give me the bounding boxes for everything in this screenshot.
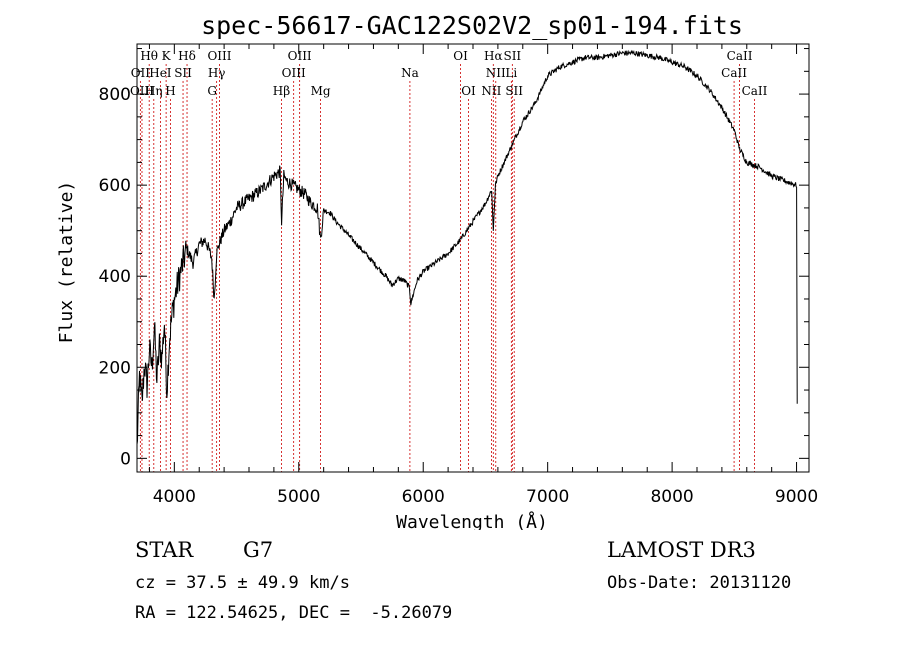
object-subclass: G7 [243, 538, 274, 562]
spectral-line-label: OIII [130, 84, 154, 98]
spectral-line-label: OIII [207, 49, 231, 63]
y-tick-label: 600 [99, 176, 131, 196]
spectral-line-label: CaII [727, 49, 753, 63]
y-tick-label: 200 [99, 358, 131, 378]
y-tick-label: 400 [99, 267, 131, 287]
spectral-line-label: Hδ [178, 49, 196, 63]
spectral-line-label: K [162, 49, 172, 63]
x-tick-label: 6000 [402, 487, 445, 507]
coordinates: RA = 122.54625, DEC = -5.26079 [135, 603, 453, 623]
spectral-line-label: OI [461, 84, 476, 98]
x-tick-label: 9000 [775, 487, 818, 507]
x-tick-label: 4000 [153, 487, 196, 507]
spectral-line-label: Hγ [208, 66, 226, 80]
spectrum-line [136, 49, 798, 445]
x-tick-label: 8000 [650, 487, 693, 507]
spectral-line-label: OIII [282, 66, 306, 80]
x-tick-label: 5000 [277, 487, 320, 507]
spectral-line-label: NII [481, 84, 501, 98]
spectral-line-label: Hη [145, 84, 163, 98]
spectral-line-label: NII [486, 66, 506, 80]
spectral-line-label: Mg [311, 84, 331, 98]
plot-frame [136, 43, 810, 473]
observation-date: Obs-Date: 20131120 [607, 573, 792, 593]
object-class: STAR [135, 538, 194, 562]
y-tick-label: 800 [99, 85, 131, 105]
spectral-line-label: OI [453, 49, 468, 63]
spectral-line-label: Hα [484, 49, 503, 63]
spectral-line-label: G [207, 84, 217, 98]
spectral-line-label: SII [505, 84, 523, 98]
spectral-line-label: Na [401, 66, 419, 80]
spectrum-chart: spec-56617-GAC122S02V2_sp01-194.fits Wav… [56, 11, 818, 530]
spectral-line-label: HeI [149, 66, 172, 80]
spectral-line-label: CaII [721, 66, 747, 80]
chart-title: spec-56617-GAC122S02V2_sp01-194.fits [201, 11, 743, 40]
spectral-line-label: OII [131, 66, 151, 80]
survey-name: LAMOST DR3 [607, 538, 756, 562]
y-axis-label: Flux (relative) [56, 181, 77, 344]
x-tick-label: 7000 [526, 487, 569, 507]
spectral-line-label: OIII [288, 49, 312, 63]
spectral-line-label: Li [505, 66, 517, 80]
spectral-line-label: Hθ [140, 49, 158, 63]
y-tick-label: 0 [120, 449, 131, 469]
spectral-line-label: H [165, 84, 175, 98]
spectral-line-label: Hβ [273, 84, 290, 98]
spectral-line-label: SII [174, 66, 192, 80]
spectral-line-label: SII [503, 49, 521, 63]
spectral-line-label: CaII [742, 84, 768, 98]
x-axis-label: Wavelength (Å) [396, 511, 548, 530]
redshift-velocity: cz = 37.5 ± 49.9 km/s [135, 573, 350, 593]
